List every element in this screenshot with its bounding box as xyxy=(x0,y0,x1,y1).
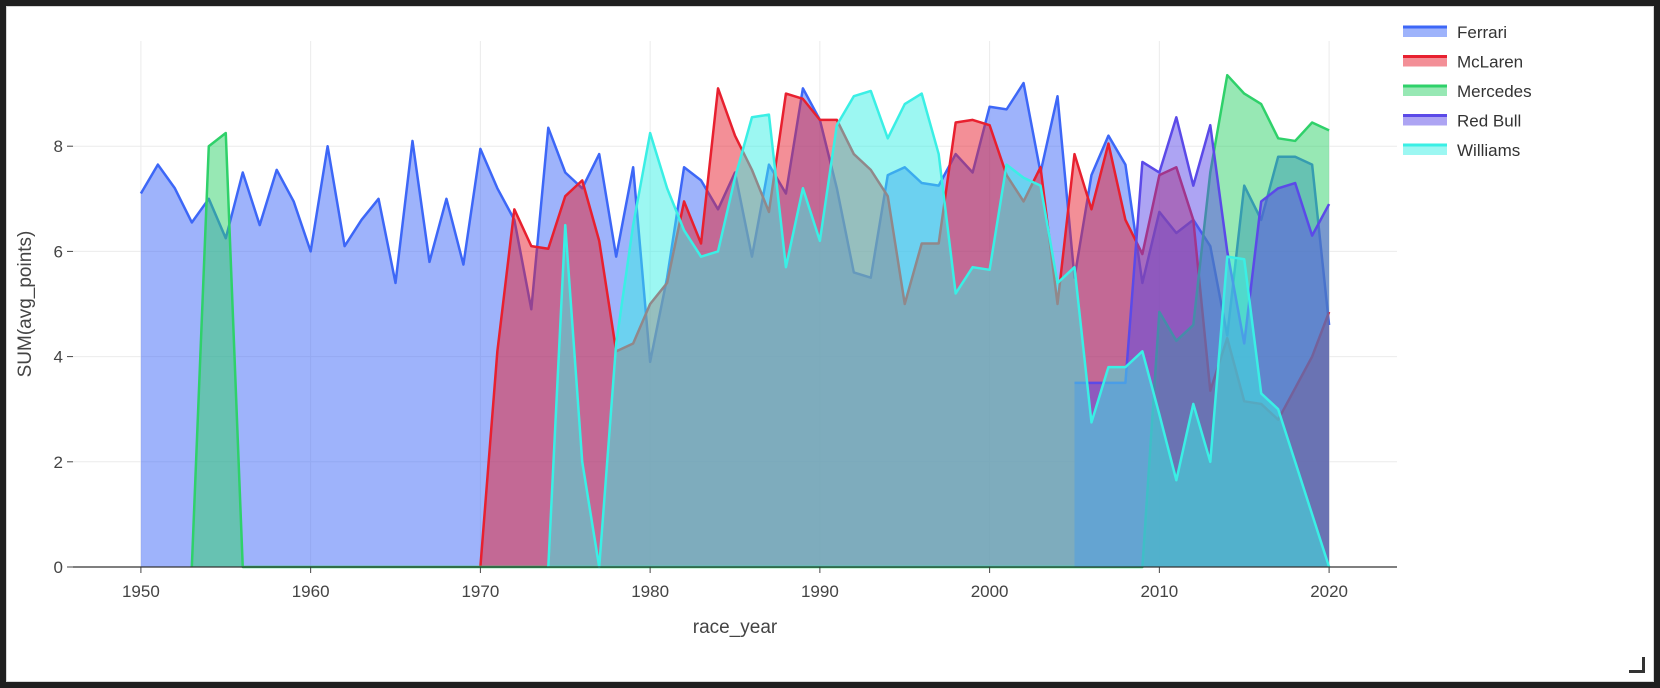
x-tick-label: 2020 xyxy=(1310,582,1348,601)
x-tick-label: 2010 xyxy=(1140,582,1178,601)
legend-swatch xyxy=(1403,86,1447,96)
y-tick-label: 4 xyxy=(54,348,63,367)
legend[interactable]: Ferrari McLaren Mercedes Red Bull Williams xyxy=(1403,23,1532,160)
legend-item[interactable]: Red Bull xyxy=(1403,112,1521,131)
series-line xyxy=(547,89,1331,569)
legend-item[interactable]: Mercedes xyxy=(1403,82,1532,101)
legend-item[interactable]: Ferrari xyxy=(1403,23,1507,42)
legend-label: Mercedes xyxy=(1457,82,1532,101)
area-chart: 1950 1960 1970 1980 1990 2000 2010 2020 0 2 4 6 8 ra… xyxy=(15,23,1532,638)
x-tick-label: 2000 xyxy=(971,582,1009,601)
legend-swatch xyxy=(1403,56,1447,67)
x-tick-label: 1980 xyxy=(631,582,669,601)
series-areas xyxy=(139,73,1331,569)
y-tick-label: 0 xyxy=(54,558,63,577)
x-tick-label: 1990 xyxy=(801,582,839,601)
x-tick-label: 1950 xyxy=(122,582,160,601)
x-axis-title: race_year xyxy=(693,617,778,638)
y-tick-label: 2 xyxy=(54,453,63,472)
chart-panel: 1950 1960 1970 1980 1990 2000 2010 2020 0 2 4 6 8 ra… xyxy=(6,6,1654,682)
legend-label: Ferrari xyxy=(1457,23,1507,42)
y-tick-label: 6 xyxy=(54,242,63,261)
legend-swatch xyxy=(1403,27,1447,37)
legend-label: McLaren xyxy=(1457,53,1523,72)
resize-handle-icon[interactable] xyxy=(1629,657,1645,673)
legend-item[interactable]: Williams xyxy=(1403,141,1520,160)
y-tick-label: 8 xyxy=(54,137,63,156)
legend-label: Williams xyxy=(1457,141,1520,160)
area-fill xyxy=(548,90,1330,567)
legend-label: Red Bull xyxy=(1457,112,1521,131)
x-tick-label: 1960 xyxy=(292,582,330,601)
y-axis-title: SUM(avg_points) xyxy=(15,231,36,378)
x-tick-label: 1970 xyxy=(461,582,499,601)
legend-swatch xyxy=(1403,145,1447,155)
axes: 1950 1960 1970 1980 1990 2000 2010 2020 0 2 4 6 8 xyxy=(54,137,1397,601)
series-williams xyxy=(547,89,1331,569)
legend-swatch xyxy=(1403,115,1447,126)
legend-item[interactable]: McLaren xyxy=(1403,53,1523,72)
